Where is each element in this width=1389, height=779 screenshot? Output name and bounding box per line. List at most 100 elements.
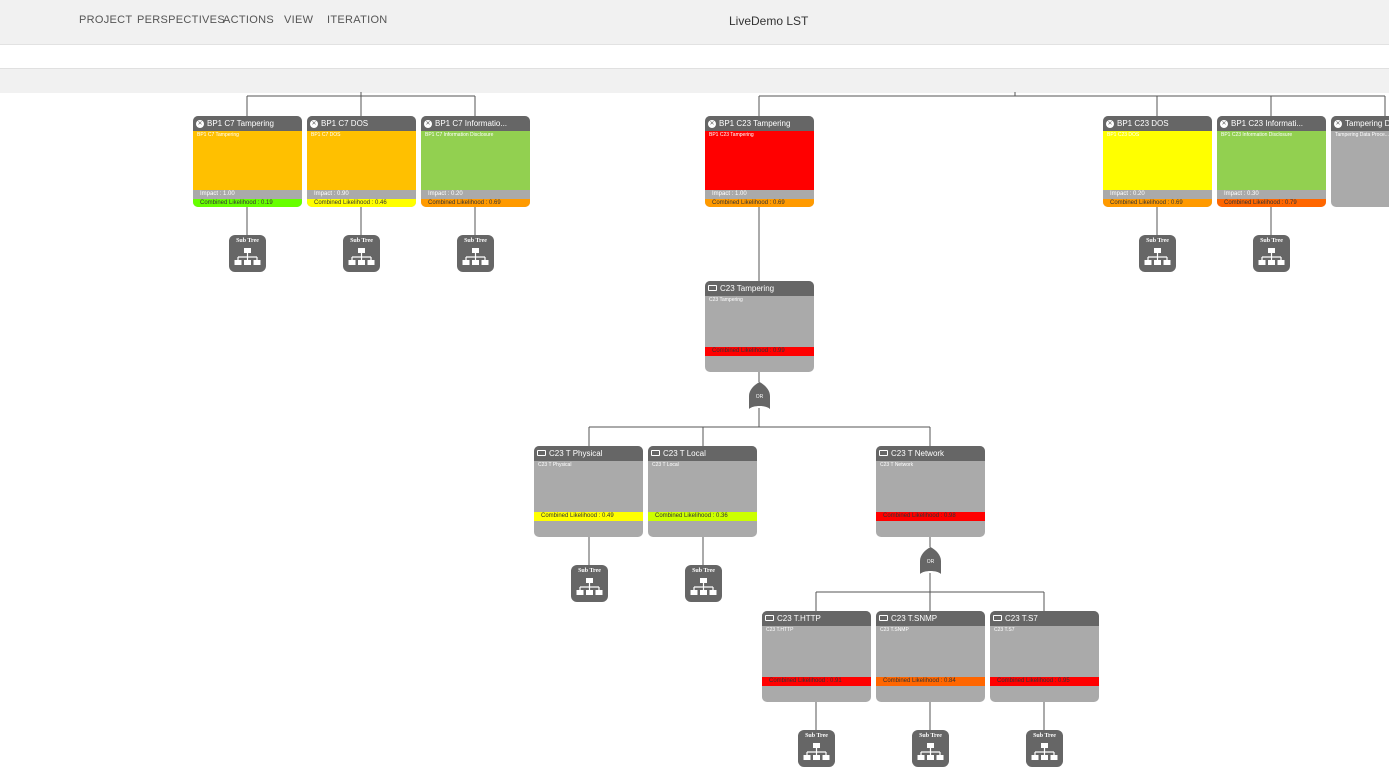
folder-icon	[993, 611, 1002, 626]
node-body: C23 T Network	[876, 461, 985, 520]
subtree-button[interactable]: Sub Tree	[229, 235, 266, 272]
node-description: C23 T Local	[652, 462, 679, 468]
subtree-button[interactable]: Sub Tree	[1026, 730, 1063, 767]
tree-node[interactable]: C23 T.SNMP C23 T.SNMP Combined Likelihood …	[876, 611, 985, 702]
combined-likelihood: Combined Likelihood : 0.46	[307, 199, 416, 207]
close-circle-icon[interactable]: ✕	[708, 119, 716, 128]
hierarchy-icon	[234, 248, 261, 265]
close-circle-icon[interactable]: ✕	[196, 119, 204, 128]
gate-label: OR	[926, 559, 935, 565]
node-body: C23 T.HTTP	[762, 626, 871, 685]
tree-node[interactable]: ✕ BP1 C7 DOS BP1 C7 DOS Impact : 0.90 Combin…	[307, 116, 416, 207]
subtree-button[interactable]: Sub Tree	[571, 565, 608, 602]
subtree-label: Sub Tree	[464, 238, 487, 244]
combined-likelihood: Combined Likelihood : 0.99	[705, 347, 814, 356]
node-title: BP1 C23 Informati...	[1231, 119, 1304, 128]
tree-node[interactable]: C23 Tampering C23 Tampering Combined Likel…	[705, 281, 814, 372]
node-title: C23 Tampering	[720, 284, 775, 293]
tree-node[interactable]: ✕Tampering D...Tampering Data Proce...	[1331, 116, 1389, 207]
subtree-label: Sub Tree	[1146, 238, 1169, 244]
hierarchy-icon	[803, 743, 830, 760]
folder-icon	[537, 446, 546, 461]
combined-likelihood: Combined Likelihood : 0.91	[762, 677, 871, 686]
folder-icon	[765, 611, 774, 626]
node-description: BP1 C7 Tampering	[197, 132, 239, 138]
toolbar-strip	[0, 68, 1389, 93]
node-title: Tampering D...	[1345, 119, 1389, 128]
tree-node[interactable]: C23 T.HTTP C23 T.HTTP Combined Likelihood …	[762, 611, 871, 702]
tree-node[interactable]: ✕ BP1 C7 Tampering BP1 C7 Tampering Impact …	[193, 116, 302, 207]
gate-label: OR	[755, 394, 764, 400]
menu-view[interactable]: VIEW	[284, 14, 314, 26]
node-title: BP1 C7 Informatio...	[435, 119, 508, 128]
folder-icon	[651, 446, 660, 461]
menu-actions[interactable]: ACTIONS	[223, 14, 274, 26]
tree-node[interactable]: ✕ BP1 C23 DOS BP1 C23 DOS Impact : 0.20 Comb…	[1103, 116, 1212, 207]
node-title: C23 T Physical	[549, 449, 603, 458]
menu-iteration[interactable]: ITERATION	[327, 14, 388, 26]
menu-perspectives[interactable]: PERSPECTIVES	[137, 14, 225, 26]
menu-project[interactable]: PROJECT	[79, 14, 133, 26]
node-title: C23 T Local	[663, 449, 706, 458]
subtree-button[interactable]: Sub Tree	[457, 235, 494, 272]
tree-node[interactable]: ✕ BP1 C23 Informati... BP1 C23 Information…	[1217, 116, 1326, 207]
tree-node[interactable]: C23 T Network C23 T Network Combined Likel…	[876, 446, 985, 537]
node-header: ✕Tampering D...	[1331, 116, 1389, 131]
close-circle-icon[interactable]: ✕	[310, 119, 318, 128]
node-description: C23 T.S7	[994, 627, 1015, 633]
tree-node[interactable]: C23 T.S7 C23 T.S7 Combined Likelihood : 0.…	[990, 611, 1099, 702]
folder-icon	[708, 281, 717, 296]
combined-likelihood: Combined Likelihood : 0.84	[876, 677, 985, 686]
node-title: C23 T.SNMP	[891, 614, 938, 623]
node-title: BP1 C23 DOS	[1117, 119, 1169, 128]
node-title: BP1 C7 DOS	[321, 119, 369, 128]
combined-likelihood: Combined Likelihood : 0.49	[534, 512, 643, 521]
node-body: Tampering Data Proce...	[1331, 131, 1389, 190]
or-gate-icon[interactable]: OR	[920, 546, 941, 576]
subtree-button[interactable]: Sub Tree	[343, 235, 380, 272]
hierarchy-icon	[690, 578, 717, 595]
node-header: C23 T.HTTP	[762, 611, 871, 626]
folder-icon	[879, 446, 888, 461]
gate-shape	[749, 382, 770, 409]
combined-likelihood: Combined Likelihood : 0.69	[1103, 199, 1212, 207]
close-circle-icon[interactable]: ✕	[1220, 119, 1228, 128]
node-body: C23 Tampering	[705, 296, 814, 355]
subtree-button[interactable]: Sub Tree	[1139, 235, 1176, 272]
hierarchy-icon	[1144, 248, 1171, 265]
node-description: C23 T.HTTP	[766, 627, 794, 633]
node-description: BP1 C23 DOS	[1107, 132, 1140, 138]
node-body: C23 T Local	[648, 461, 757, 520]
combined-likelihood: Combined Likelihood : 0.79	[1217, 199, 1326, 207]
node-body: BP1 C23 Information Disclosure	[1217, 131, 1326, 190]
subtree-button[interactable]: Sub Tree	[798, 730, 835, 767]
node-body: BP1 C7 DOS	[307, 131, 416, 190]
node-header: C23 T Network	[876, 446, 985, 461]
close-circle-icon[interactable]: ✕	[1334, 119, 1342, 128]
impact-value: Impact : 0.20	[1103, 190, 1212, 199]
or-gate-icon[interactable]: OR	[749, 381, 770, 411]
subtree-button[interactable]: Sub Tree	[685, 565, 722, 602]
tree-node[interactable]: ✕ BP1 C7 Informatio... BP1 C7 Information …	[421, 116, 530, 207]
subtree-button[interactable]: Sub Tree	[1253, 235, 1290, 272]
close-circle-icon[interactable]: ✕	[424, 119, 432, 128]
hierarchy-icon	[462, 248, 489, 265]
close-circle-icon[interactable]: ✕	[1106, 119, 1114, 128]
impact-value: Impact : 0.30	[1217, 190, 1326, 199]
node-description: C23 T Physical	[538, 462, 572, 468]
app-title: LiveDemo LST	[729, 14, 809, 28]
hierarchy-icon	[917, 743, 944, 760]
tree-node[interactable]: C23 T Local C23 T Local Combined Likelihoo…	[648, 446, 757, 537]
impact-value: Impact : 1.00	[705, 190, 814, 199]
node-header: ✕ BP1 C23 DOS	[1103, 116, 1212, 131]
combined-likelihood: Combined Likelihood : 0.19	[193, 199, 302, 207]
node-body: BP1 C7 Information Disclosure	[421, 131, 530, 190]
node-description: C23 Tampering	[709, 297, 743, 303]
subtree-button[interactable]: Sub Tree	[912, 730, 949, 767]
tree-node[interactable]: C23 T Physical C23 T Physical Combined Lik…	[534, 446, 643, 537]
top-menu-bar: PROJECT PERSPECTIVES ACTIONS VIEW ITERAT…	[0, 0, 1389, 45]
subtree-label: Sub Tree	[805, 733, 828, 739]
hierarchy-icon	[1031, 743, 1058, 760]
tree-node[interactable]: ✕ BP1 C23 Tampering BP1 C23 Tampering Impac…	[705, 116, 814, 207]
